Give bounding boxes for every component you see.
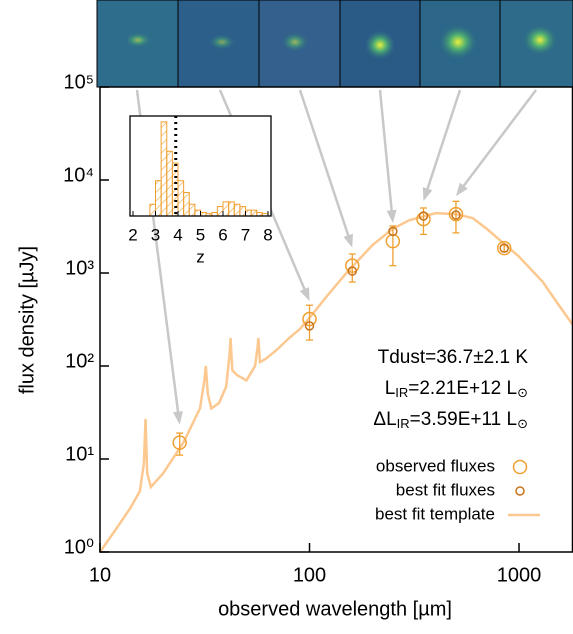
annotation: Tdust=36.7±2.1 K — [378, 347, 529, 368]
fit-point — [499, 243, 509, 253]
y-tick-label: 10³ — [65, 257, 94, 279]
x-tick-label: 1000 — [497, 564, 542, 586]
fit-point — [304, 321, 315, 331]
observed-point — [448, 206, 464, 222]
annotation-part: IR — [395, 385, 408, 400]
fit-point — [451, 210, 461, 220]
arrow-shaft — [462, 89, 537, 188]
error-bar — [452, 200, 460, 234]
fit-point — [418, 211, 429, 221]
arrow-head — [455, 182, 468, 197]
hist-bar — [166, 150, 173, 217]
observed-point — [345, 258, 360, 273]
hist-bar — [245, 209, 252, 217]
template-line — [98, 211, 573, 553]
annotation-part: IR — [397, 416, 410, 431]
arrow-shaft — [426, 89, 462, 191]
observed-point — [385, 233, 401, 249]
inset-x-tick-label: 5 — [196, 225, 205, 244]
hist-bar — [222, 201, 230, 217]
observed-point — [172, 435, 187, 450]
hist-bar — [155, 180, 162, 217]
arrow-shaft — [298, 89, 350, 237]
annotation-part: ⊙ — [517, 385, 528, 400]
hist-bar — [149, 203, 156, 217]
cutouts — [96, 0, 573, 88]
annotation-part: L — [385, 378, 396, 399]
x-tick-label: 100 — [293, 564, 326, 586]
source — [281, 32, 309, 52]
x-axis-label: observed wavelength [µm] — [218, 598, 452, 620]
inset-x-tick-label: 4 — [173, 225, 182, 244]
legend-swatch — [515, 486, 525, 496]
inset-x-tick-label: 8 — [263, 225, 272, 244]
inset-x-tick-label: 6 — [218, 225, 227, 244]
hist-bar — [188, 203, 196, 217]
annotation-part: ΔL — [373, 409, 396, 430]
source — [364, 30, 396, 60]
annotation: ΔLIR=3.59E+11 L⊙ — [373, 409, 528, 431]
source — [438, 24, 478, 60]
y-tick-label: 10¹ — [65, 443, 94, 465]
legend-swatch — [512, 459, 528, 475]
hist-bar — [239, 206, 246, 217]
annotation-part: =3.59E+11 L — [410, 409, 517, 430]
x-tick-label: 10 — [89, 564, 111, 586]
observed-point — [496, 240, 512, 256]
inset-x-tick-label: 7 — [241, 225, 250, 244]
annotation-part: =2.21E+12 L — [408, 378, 517, 399]
source — [124, 32, 152, 48]
annotation-part: Tdust=36.7±2.1 K — [378, 347, 529, 368]
hist-bar — [160, 121, 168, 217]
y-axis-label: flux density [µJy] — [16, 246, 38, 394]
error-bar — [389, 225, 397, 267]
hist-bar — [194, 209, 201, 217]
source — [522, 24, 558, 56]
y-tick-label: 10⁴ — [63, 164, 94, 186]
fit-point — [388, 226, 398, 237]
inset-x-label: z — [196, 247, 205, 266]
legend-label: best fit fluxes — [396, 480, 495, 499]
y-tick-label: 10⁰ — [64, 536, 94, 558]
hist-bar — [233, 203, 241, 217]
error-bar — [306, 304, 314, 341]
arrow-head — [173, 411, 183, 425]
fit-point — [347, 266, 358, 276]
arrow-shaft — [378, 89, 393, 212]
legend-label: observed fluxes — [376, 456, 495, 475]
y-tick-label: 10² — [65, 350, 94, 372]
inset-x-tick-label: 2 — [128, 225, 137, 244]
arrow-head — [343, 233, 353, 248]
hist-bar — [250, 209, 258, 217]
arrow-head — [386, 209, 397, 224]
inset-x-tick-label: 3 — [151, 225, 160, 244]
observed-point — [302, 311, 317, 327]
annotation: LIR=2.21E+12 L⊙ — [385, 378, 528, 400]
annotation-part: ⊙ — [517, 416, 528, 431]
y-tick-label: 10⁵ — [63, 71, 94, 93]
arrow-head — [422, 187, 433, 202]
hist-bar — [177, 180, 185, 217]
inset-background — [130, 116, 271, 216]
hist-bar — [183, 191, 190, 217]
source — [208, 34, 236, 50]
arrow-head — [299, 287, 310, 302]
hist-bar — [216, 206, 224, 217]
hist-bar — [228, 201, 235, 217]
legend-label: best fit template — [375, 504, 495, 523]
